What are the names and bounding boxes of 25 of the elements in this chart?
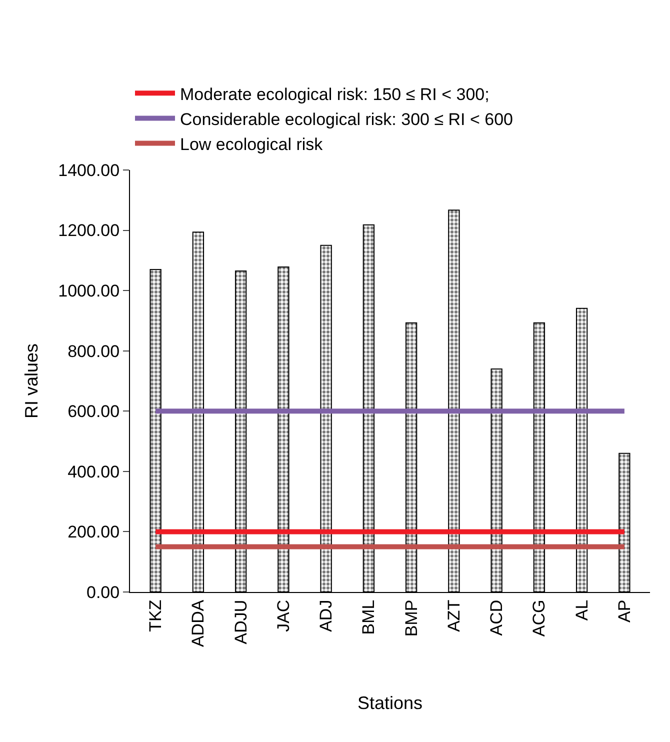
y-tick-label: 800.00 [68, 342, 120, 361]
x-tick-label: BMP [402, 600, 421, 637]
legend-label: Low ecological risk [180, 134, 324, 154]
x-tick-label: AL [572, 600, 592, 621]
y-tick-label: 1400.00 [58, 160, 120, 180]
y-axis-title: RI values [21, 343, 42, 419]
y-tick-label: 400.00 [68, 462, 120, 482]
x-tick-label: BML [359, 600, 378, 635]
y-tick-label: 0.00 [86, 582, 120, 602]
y-tick-label: 200.00 [68, 522, 120, 542]
x-tick-label: TKZ [146, 600, 166, 632]
x-tick-label: ADJU [231, 600, 250, 644]
x-tick-label: ADJ [316, 600, 336, 632]
y-tick-label: 600.00 [68, 402, 120, 422]
x-tick-label: ACD [487, 600, 506, 636]
x-axis-title: Stations [357, 693, 423, 714]
x-tick-label: AP [614, 600, 634, 622]
x-tick-label: ADDA [188, 599, 208, 648]
legend-label: Considerable ecological risk: 300 ≤ RI < 600 [180, 110, 513, 129]
y-tick-label: 1000.00 [58, 282, 120, 301]
y-tick-label: 1200.00 [58, 221, 120, 240]
x-tick-label: JAC [274, 600, 293, 632]
x-tick-label: ACG [530, 600, 549, 637]
legend-label: Moderate ecological risk: 150 ≤ RI < 300; [180, 84, 490, 104]
x-tick-label: AZT [444, 600, 464, 632]
